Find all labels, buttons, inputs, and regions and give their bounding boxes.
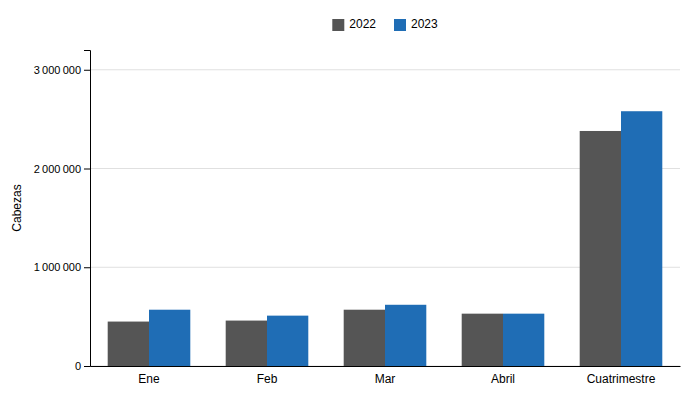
grid [90,70,680,366]
tick-mark [84,366,90,367]
legend-item: 2023 [394,17,438,31]
tick-mark [84,70,90,71]
grid-line [90,69,680,70]
tick: Feb [257,372,278,386]
bar [462,314,503,366]
tick: 0 [75,360,90,372]
bar [149,310,190,366]
tick-label: Ene [138,372,160,386]
tick-mark [84,267,90,268]
tick: 2 000 000 [34,163,90,175]
bar-series [108,131,621,366]
bar [226,321,267,366]
axis-line [91,366,681,367]
tick-label: Feb [257,372,278,386]
tick: Abril [491,372,515,386]
tick-label: Mar [375,372,396,386]
bars [108,111,663,366]
tick: Ene [138,372,160,386]
x-axis: Ene Feb Mar Abril Cuatrimestre [91,367,681,386]
tick-label: Abril [491,372,515,386]
axis-line [84,51,91,367]
legend-item: 2022 [332,17,376,31]
tick: 3 000 000 [34,64,90,76]
legend: 2022 2023 [332,17,438,31]
bar [580,131,621,366]
tick: 1 000 000 [34,261,90,273]
bar [267,316,308,366]
legend-swatch [332,19,344,31]
bar [503,314,544,366]
tick-label: 3 000 000 [34,64,81,76]
tick-label: 1 000 000 [34,261,81,273]
bar [385,305,426,366]
tick-label: 0 [75,360,81,372]
legend-label: 2023 [411,17,438,31]
plot: 0 1 000 000 2 000 000 3 000 000 Ene Feb Mar Abr… [34,51,681,386]
tick-label: 2 000 000 [34,163,81,175]
bar-series [149,111,662,366]
y-axis: 0 1 000 000 2 000 000 3 000 000 [34,51,91,373]
bar [621,111,662,366]
legend-swatch [394,19,406,31]
tick: Mar [375,372,396,386]
tick-label: Cuatrimestre [587,372,656,386]
y-axis-label: Cabezas [10,184,24,231]
bar [108,322,149,366]
bar [344,310,385,366]
legend-label: 2022 [349,17,376,31]
tick: Cuatrimestre [587,372,656,386]
tick-mark [84,169,90,170]
chart: 0 1 000 000 2 000 000 3 000 000 Ene Feb Mar Abr… [0,0,700,400]
